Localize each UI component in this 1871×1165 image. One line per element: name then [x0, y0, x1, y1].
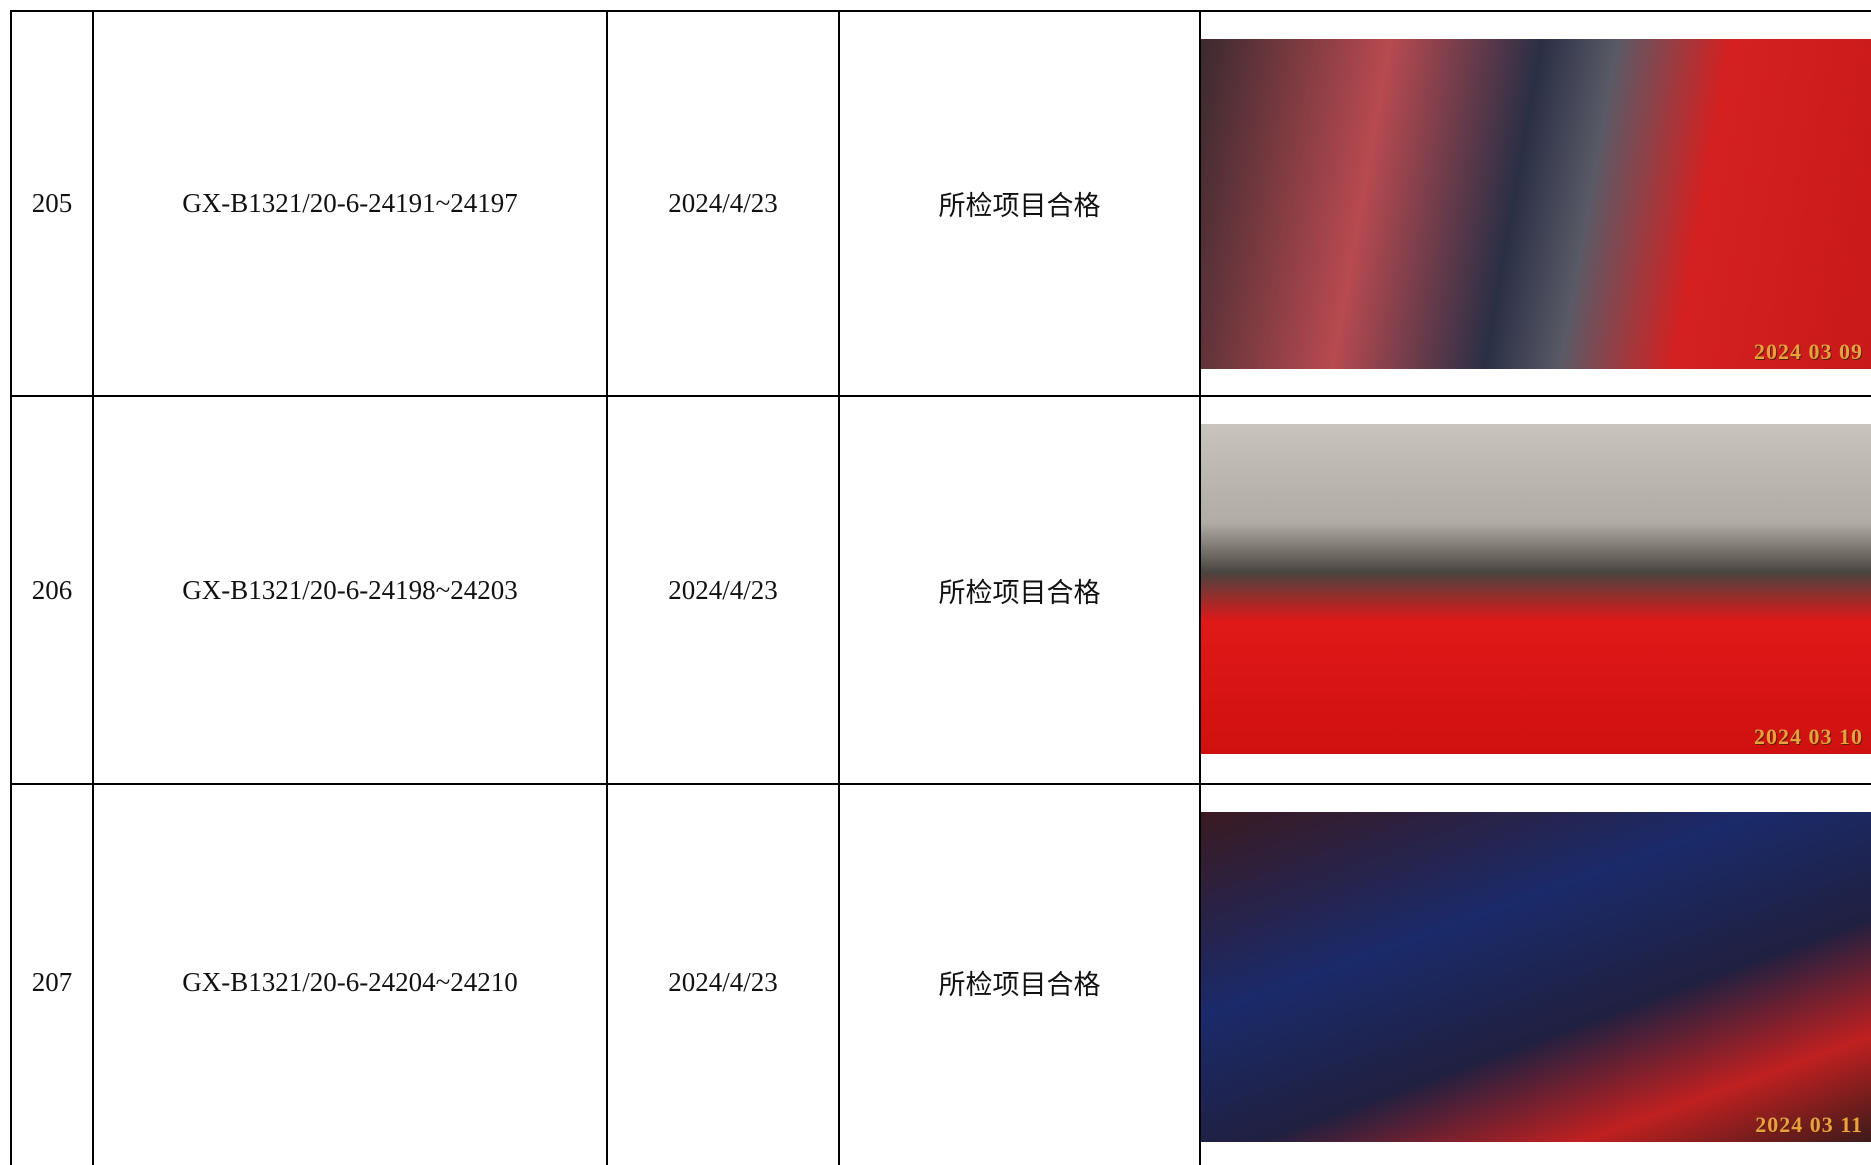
model-range: GX-B1321/20-6-24204~24210 — [182, 967, 518, 997]
result-cell: 所检项目合格 — [840, 12, 1201, 397]
model-range: GX-B1321/20-6-24191~24197 — [182, 188, 518, 218]
inspection-table: 205 GX-B1321/20-6-24191~24197 2024/4/23 所检项… — [10, 10, 1871, 1165]
row-number: 207 — [31, 967, 73, 997]
result: 所检项目合格 — [938, 191, 1101, 221]
photo-cell: 2024 03 11 — [1201, 785, 1871, 1165]
inspection-date-cell: 2024/4/23 — [608, 785, 840, 1165]
row-number-cell: 206 — [12, 397, 94, 785]
inspection-date-cell: 2024/4/23 — [608, 12, 840, 397]
model-range: GX-B1321/20-6-24198~24203 — [182, 574, 518, 605]
row-number-cell: 205 — [12, 12, 94, 397]
result-cell: 所检项目合格 — [840, 785, 1201, 1165]
photo-timestamp: 2024 03 09 — [1754, 339, 1863, 364]
model-range-cell: GX-B1321/20-6-24204~24210 — [94, 785, 608, 1165]
model-range-cell: GX-B1321/20-6-24198~24203 — [94, 397, 608, 785]
photo-cell: 2024 03 09 — [1201, 12, 1871, 397]
site-photo: 2024 03 09 — [1201, 39, 1871, 369]
photo-timestamp: 2024 03 11 — [1755, 1112, 1863, 1137]
photo-cell: 2024 03 10 — [1201, 397, 1871, 785]
result-cell: 所检项目合格 — [840, 397, 1201, 785]
photo-timestamp: 2024 03 10 — [1754, 724, 1863, 749]
row-number: 205 — [31, 188, 73, 218]
inspection-date: 2024/4/23 — [668, 574, 778, 605]
site-photo: 2024 03 11 — [1201, 812, 1871, 1142]
row-number: 206 — [31, 574, 73, 605]
result: 所检项目合格 — [938, 970, 1101, 1000]
row-number-cell: 207 — [12, 785, 94, 1165]
inspection-date-cell: 2024/4/23 — [608, 397, 840, 785]
result: 所检项目合格 — [938, 577, 1101, 608]
model-range-cell: GX-B1321/20-6-24191~24197 — [94, 12, 608, 397]
inspection-date: 2024/4/23 — [668, 967, 778, 997]
inspection-date: 2024/4/23 — [668, 188, 778, 218]
site-photo: 2024 03 10 — [1201, 424, 1871, 754]
